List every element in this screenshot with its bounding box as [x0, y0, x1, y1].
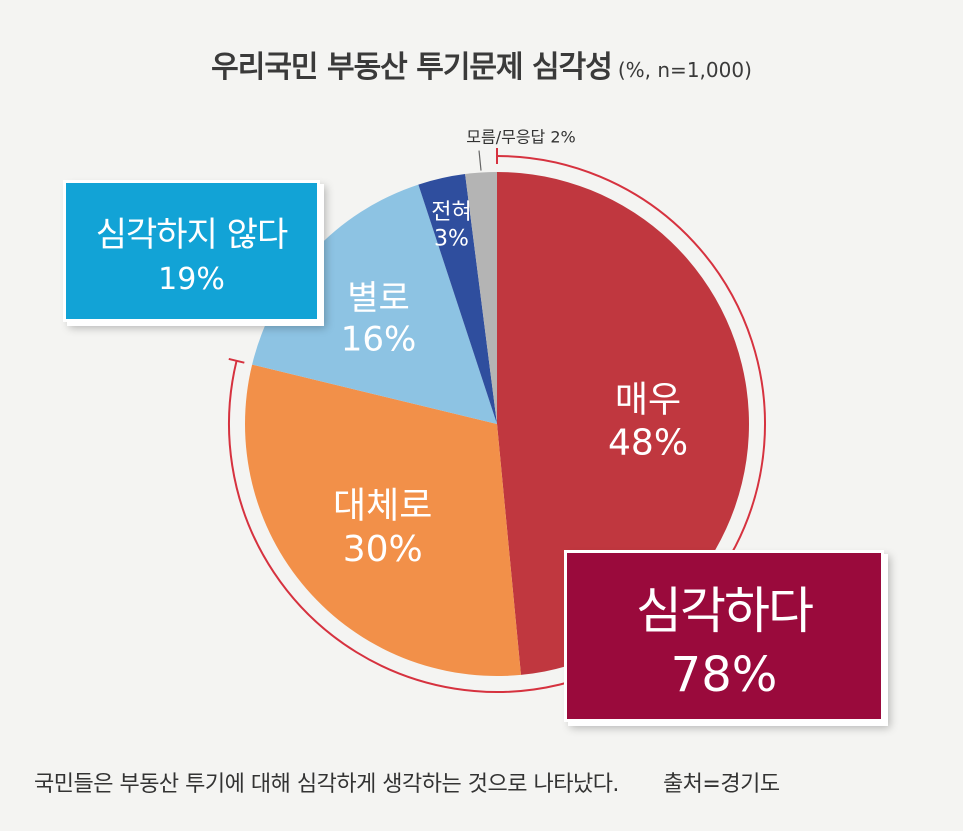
- callout-serious: 심각하다 78%: [564, 550, 884, 722]
- slice-label-value: 16%: [341, 319, 417, 359]
- pie-slice-no-answer: [465, 172, 497, 424]
- footer-source: 출처=경기도: [662, 772, 780, 797]
- callout-serious-value: 78%: [670, 647, 778, 703]
- callout-not-serious-value: 19%: [158, 262, 225, 297]
- callout-serious-label: 심각하다: [636, 582, 814, 640]
- footer: 국민들은 부동산 투기에 대해 심각하게 생각하는 것으로 나타났다. 출처=경기…: [34, 766, 934, 798]
- slice-label-name: 전혀: [431, 200, 471, 225]
- slice-label-no-answer: 모름/무응답 2%: [466, 128, 575, 147]
- slice-label-value: 48%: [608, 423, 688, 464]
- slice-label-name: 별로: [347, 278, 410, 318]
- slice-label-not-at-all: 전혀3%: [431, 200, 471, 251]
- pie-slice-very: [497, 172, 750, 675]
- chart-title-text: 우리국민 부동산 투기문제 심각성: [211, 50, 613, 85]
- pie-slice-fairly: [245, 364, 521, 676]
- no-answer-leader-line: [478, 150, 482, 171]
- serious-bracket-cap-end: [228, 357, 245, 364]
- pie-slice-not-very: [252, 184, 497, 424]
- slice-label-name: 대체로: [333, 486, 432, 527]
- chart-title: 우리국민 부동산 투기문제 심각성 (%, n=1,000): [0, 42, 963, 86]
- slice-label-name: 매우: [615, 379, 681, 420]
- slice-label-value: 3%: [434, 227, 469, 252]
- callout-not-serious: 심각하지 않다 19%: [63, 180, 320, 322]
- chart-subtitle: (%, n=1,000): [617, 58, 752, 82]
- pie-slice-not-at-all: [418, 174, 497, 424]
- callout-not-serious-label: 심각하지 않다: [95, 215, 289, 255]
- footer-caption: 국민들은 부동산 투기에 대해 심각하게 생각하는 것으로 나타났다.: [34, 772, 619, 797]
- slice-label-value: 30%: [343, 529, 423, 570]
